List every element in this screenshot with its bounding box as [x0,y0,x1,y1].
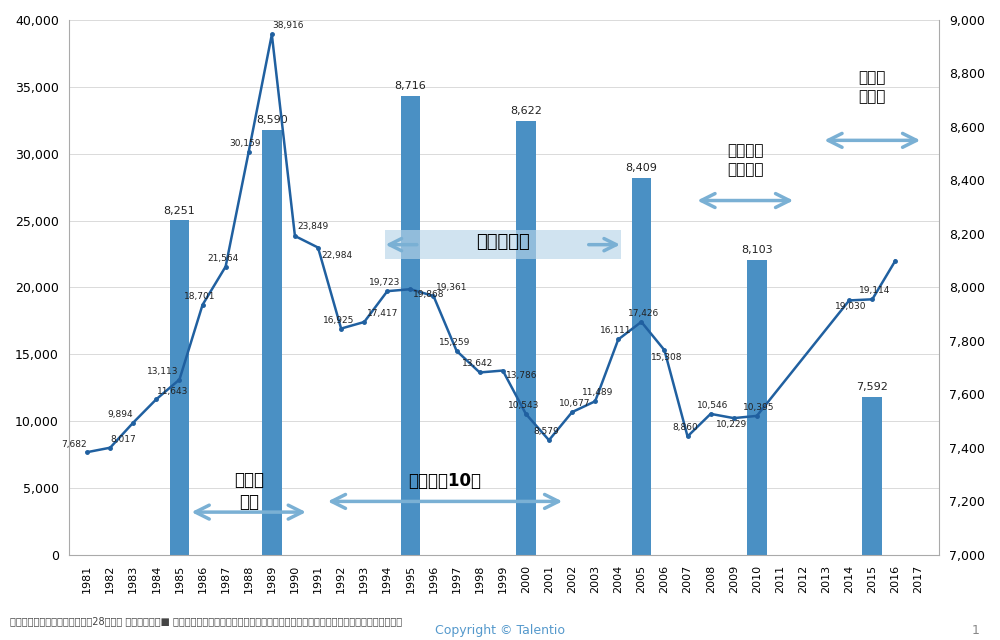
Text: 7,592: 7,592 [856,382,888,392]
Text: 出典：労働人口は総務省「平把28年度版 情報通信白書■ 人口減少社会の到来」、日経平均は日本経済新聞社「日経平均プロファイル」より抜粸: 出典：労働人口は総務省「平把28年度版 情報通信白書■ 人口減少社会の到来」、日… [10,616,402,626]
Text: 19,114: 19,114 [859,286,890,295]
Text: 10,229: 10,229 [716,420,747,429]
Text: 19,723: 19,723 [369,278,400,287]
Text: 就職氷河期: 就職氷河期 [476,233,530,251]
Text: 23,849: 23,849 [298,222,329,231]
Text: 8,590: 8,590 [256,115,288,125]
Text: 15,308: 15,308 [651,353,683,362]
Text: 1: 1 [972,625,980,637]
Text: 8,622: 8,622 [510,106,542,116]
Text: 16,111: 16,111 [600,326,631,335]
Text: 22,984: 22,984 [321,251,352,260]
Text: 21,564: 21,564 [207,253,238,262]
Text: 9,894: 9,894 [107,410,133,419]
Text: リーマン
ショック: リーマン ショック [727,143,764,177]
Text: 38,916: 38,916 [272,22,304,31]
Text: 10,543: 10,543 [508,401,539,410]
Text: 8,716: 8,716 [395,81,426,92]
Bar [862,397,882,555]
Text: 10,677: 10,677 [559,399,590,408]
Text: 8,251: 8,251 [164,205,195,216]
Bar [385,230,621,259]
Text: 13,786: 13,786 [506,371,537,380]
Bar [632,178,651,555]
Text: 19,868: 19,868 [413,289,445,299]
Text: Copyright © Talentio: Copyright © Talentio [435,625,565,637]
Text: 19,361: 19,361 [436,283,468,292]
Text: バブル
経済: バブル 経済 [234,470,264,511]
Text: 10,546: 10,546 [697,401,729,410]
Text: 16,925: 16,925 [323,316,354,324]
Text: 11,489: 11,489 [582,388,613,397]
Text: 10,395: 10,395 [743,403,775,412]
Text: アベノ
ミクス: アベノ ミクス [859,70,886,104]
Text: 8,017: 8,017 [111,435,136,444]
Bar [401,96,420,555]
Text: 7,682: 7,682 [61,440,86,449]
Text: 15,259: 15,259 [439,338,470,347]
Text: 13,642: 13,642 [462,360,493,369]
Text: 19,030: 19,030 [835,302,867,311]
Text: 17,426: 17,426 [628,309,659,318]
Bar [170,220,189,555]
Text: 13,113: 13,113 [147,367,179,376]
Bar [516,121,536,555]
Text: 18,701: 18,701 [184,292,215,301]
Text: 17,417: 17,417 [367,309,398,318]
Text: 8,409: 8,409 [625,163,657,173]
Text: 8,103: 8,103 [741,245,773,255]
Text: 11,643: 11,643 [157,387,188,396]
Text: 8,860: 8,860 [672,424,698,433]
Text: 8,579: 8,579 [534,427,560,436]
Bar [262,130,282,555]
Text: 30,159: 30,159 [230,139,261,148]
Text: 失われた10年: 失われた10年 [409,472,482,490]
Bar [747,260,767,555]
